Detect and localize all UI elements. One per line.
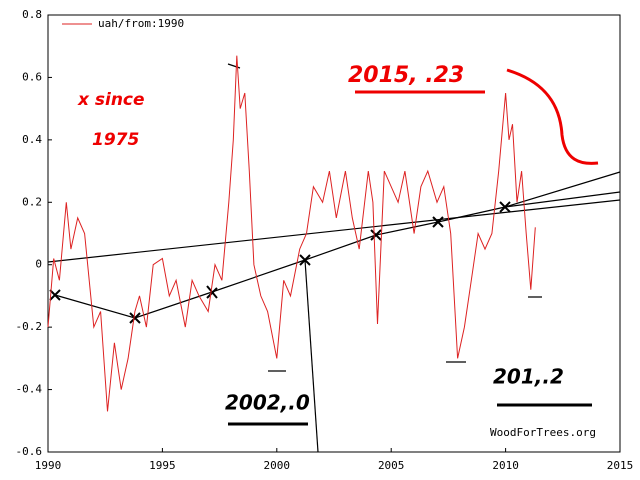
y-tick-label: 0 [35, 258, 42, 271]
annotation: 1975 [92, 130, 139, 150]
annotation: 2015, .23 [348, 63, 464, 88]
plot-frame [47, 14, 621, 453]
x-tick-label: 2005 [378, 459, 405, 472]
x-tick-label: 1990 [35, 459, 62, 472]
y-tick-label: 0.6 [22, 70, 42, 83]
x-tick-label: 2010 [492, 459, 519, 472]
y-tick-label: 0.2 [22, 195, 42, 208]
y-tick-label: -0.2 [16, 320, 43, 333]
annotation: x since [77, 90, 145, 110]
x-tick-label: 1995 [149, 459, 176, 472]
hand-arrow [506, 68, 599, 165]
data-line [47, 55, 536, 412]
credit: WoodForTrees.org [490, 426, 596, 439]
legend-label: uah/from:1990 [98, 17, 184, 30]
y-tick-label: 0.4 [22, 133, 42, 146]
y-tick-label: -0.6 [16, 445, 43, 458]
hand-cross-marks [49, 201, 511, 324]
y-tick-label: 0.8 [22, 8, 42, 21]
x-tick-label: 2000 [264, 459, 291, 472]
y-tick-label: -0.4 [16, 383, 43, 396]
annotation: 201,.2 [493, 365, 564, 389]
x-tick-label: 2015 [607, 459, 634, 472]
annotation: 2002,.0 [225, 391, 310, 415]
